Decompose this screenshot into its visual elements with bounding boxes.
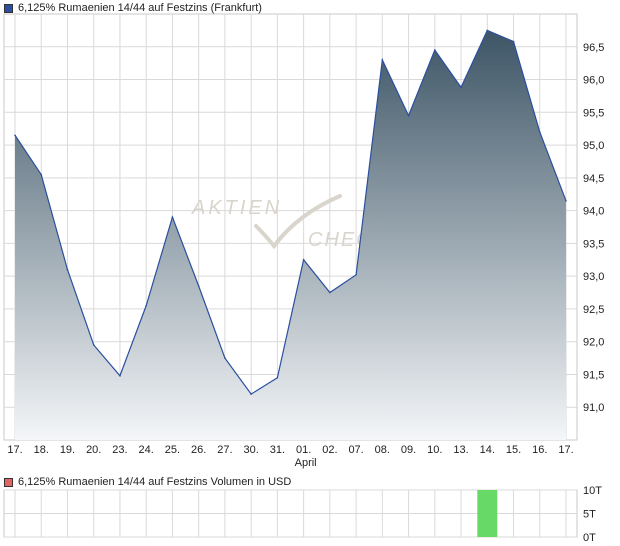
x-tick-label: 26. bbox=[191, 444, 206, 456]
x-tick-label: 14. bbox=[480, 444, 495, 456]
volume-y-tick-label: 10T bbox=[583, 485, 602, 497]
price-point bbox=[355, 274, 357, 276]
price-y-tick-label: 94,5 bbox=[583, 173, 604, 185]
x-tick-label: 01. bbox=[296, 444, 311, 456]
price-point bbox=[329, 291, 331, 294]
x-tick-label: 09. bbox=[401, 444, 416, 456]
x-tick-label: 24. bbox=[139, 444, 154, 456]
price-legend: 6,125% Rumaenien 14/44 auf Festzins (Fra… bbox=[4, 2, 262, 14]
watermark-check-icon bbox=[254, 194, 342, 250]
volume-bars bbox=[477, 490, 498, 537]
price-y-tick-label: 95,0 bbox=[583, 140, 604, 152]
price-y-tick-label: 91,0 bbox=[583, 402, 604, 414]
price-point bbox=[171, 216, 174, 218]
price-point bbox=[66, 268, 69, 271]
volume-y-axis: 0T 5T 10T bbox=[583, 485, 602, 544]
x-month-label: April bbox=[295, 457, 317, 469]
price-y-tick-label: 95,5 bbox=[583, 107, 604, 119]
price-y-tick-label: 93,5 bbox=[583, 238, 604, 250]
x-tick-label: 30. bbox=[243, 444, 258, 456]
x-tick-label: 23. bbox=[112, 444, 127, 456]
x-tick-label: 13. bbox=[453, 444, 468, 456]
price-point bbox=[250, 393, 252, 395]
x-tick-label: 02. bbox=[322, 444, 337, 456]
price-point bbox=[14, 134, 16, 137]
price-y-tick-label: 93,0 bbox=[583, 271, 604, 283]
x-axis: 17. 18. 19. 20. 23. 24. 25. 26. 27. 30. 31. 01.Apri… bbox=[7, 444, 573, 469]
x-tick-label: 17. bbox=[558, 444, 573, 456]
volume-legend: 6,125% Rumaenien 14/44 auf Festzins Volu… bbox=[4, 476, 291, 488]
price-y-tick-label: 92,0 bbox=[583, 337, 604, 349]
x-tick-label: 25. bbox=[165, 444, 180, 456]
volume-bar bbox=[477, 490, 498, 537]
price-point bbox=[40, 173, 43, 176]
price-point bbox=[407, 114, 410, 117]
volume-legend-swatch bbox=[4, 477, 13, 487]
x-tick-label: 18. bbox=[34, 444, 49, 456]
price-point bbox=[486, 29, 489, 32]
x-tick-label: 08. bbox=[375, 444, 390, 456]
price-point bbox=[565, 199, 567, 202]
price-y-axis: 91,0 91,5 92,0 92,5 93,0 93,5 94,0 94,5 95,0 95,5… bbox=[583, 42, 604, 414]
volume-y-tick-label: 0T bbox=[583, 532, 596, 544]
price-point bbox=[538, 131, 541, 133]
price-point bbox=[302, 258, 305, 261]
x-tick-label: 17. bbox=[7, 444, 22, 456]
watermark-line1: AKTIEN bbox=[191, 197, 282, 219]
x-tick-label: 31. bbox=[270, 444, 285, 456]
volume-y-tick-label: 5T bbox=[583, 509, 596, 521]
price-y-tick-label: 96,0 bbox=[583, 75, 604, 87]
x-tick-label: 20. bbox=[86, 444, 101, 456]
price-y-tick-label: 94,0 bbox=[583, 206, 604, 218]
price-y-tick-label: 92,5 bbox=[583, 304, 604, 316]
price-y-tick-label: 91,5 bbox=[583, 369, 604, 381]
price-point bbox=[92, 344, 95, 346]
price-point bbox=[512, 40, 515, 43]
price-point bbox=[197, 285, 200, 287]
price-area bbox=[14, 29, 567, 441]
price-point bbox=[224, 357, 226, 359]
x-tick-label: 19. bbox=[60, 444, 75, 456]
price-y-tick-label: 96,5 bbox=[583, 42, 604, 54]
volume-legend-label: 6,125% Rumaenien 14/44 auf Festzins Volu… bbox=[18, 476, 292, 488]
price-series-line bbox=[14, 29, 567, 395]
x-tick-label: 10. bbox=[427, 444, 442, 456]
x-tick-label: 15. bbox=[506, 444, 521, 456]
price-point bbox=[145, 304, 147, 307]
price-point bbox=[381, 59, 384, 61]
watermark-logo: AKTIEN CHECK bbox=[191, 194, 386, 251]
price-point bbox=[434, 49, 436, 51]
price-point bbox=[276, 376, 279, 379]
price-legend-label: 6,125% Rumaenien 14/44 auf Festzins (Fra… bbox=[18, 2, 262, 14]
price-area-fill bbox=[15, 30, 566, 441]
x-tick-label: 27. bbox=[217, 444, 232, 456]
price-legend-swatch bbox=[4, 3, 13, 13]
price-point bbox=[119, 374, 121, 377]
price-point bbox=[460, 86, 462, 89]
x-tick-label: 07. bbox=[348, 444, 363, 456]
x-tick-label: 16. bbox=[532, 444, 547, 456]
